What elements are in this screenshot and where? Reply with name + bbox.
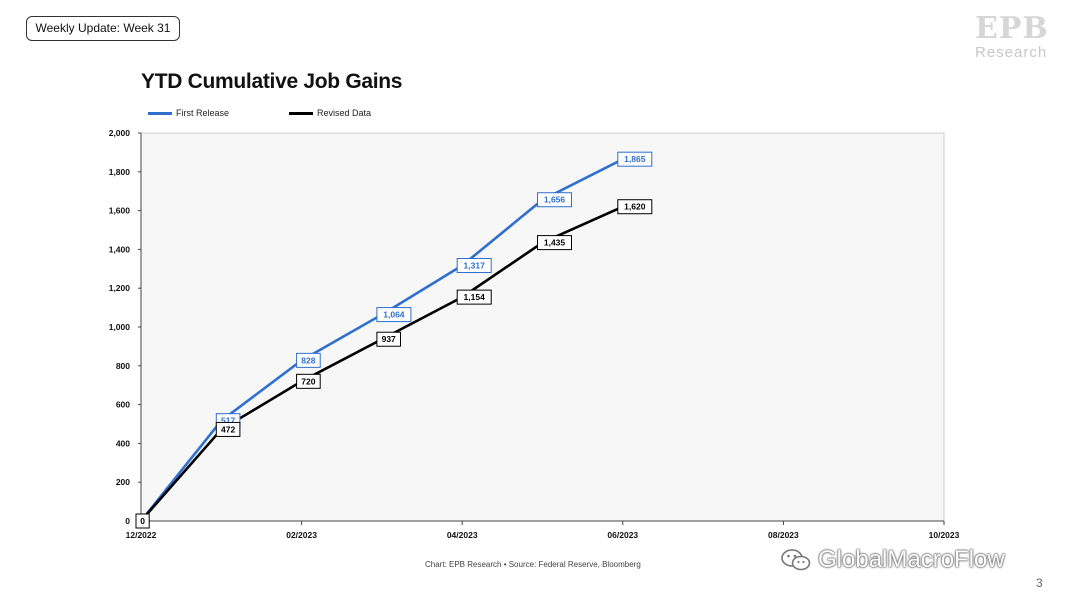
y-tick-label: 600 [116,400,130,410]
data-label-box-first-release [617,151,653,167]
x-tick-label: 02/2023 [286,530,317,540]
y-tick-label: 2,000 [109,128,131,138]
y-tick-label: 0 [125,516,130,526]
x-tick-label: 04/2023 [447,530,478,540]
data-label-first-release: 1,865 [624,154,646,164]
data-label-revised-data: 937 [382,334,396,344]
plot-area [140,132,945,522]
x-tick-label: 12/2022 [126,530,157,540]
y-tick-label: 400 [116,438,130,448]
data-label-box-revised-data [296,373,321,389]
logo-mark: EPB [975,11,1049,46]
chart-source: Chart: EPB Research • Source: Federal Re… [425,560,641,569]
data-label-box-first-release [456,258,492,274]
data-label-revised-data: 1,620 [624,202,646,212]
legend-label-revised-data: Revised Data [317,108,372,118]
x-tick-label: 10/2023 [929,530,960,540]
logo-text: Research [975,44,1048,61]
y-tick-label: 1,200 [109,283,131,293]
legend-swatch-first-release [148,111,172,115]
legend-label-first-release: First Release [176,108,230,118]
data-label-box-first-release [376,307,412,323]
watermark-text: GlobalMacroFlow [818,546,1005,573]
y-tick-label: 1,000 [109,322,131,332]
x-tick-label: 08/2023 [768,530,799,540]
legend-item-revised-data: Revised Data [289,106,371,120]
data-label-box-revised-data [617,199,653,215]
legend-swatch-revised-data [289,111,314,115]
data-label-first-release: 1,317 [464,261,486,271]
page-number: 3 [1036,576,1043,590]
data-label-box-revised-data [135,513,150,529]
week-badge: Weekly Update: Week 31 [26,16,180,41]
data-label-box-first-release [296,352,321,368]
y-tick-label: 1,400 [109,244,131,254]
epb-logo: EPB Research [975,14,1055,64]
wechat-icon [781,549,811,571]
data-label-box-first-release [537,192,572,208]
watermark: GlobalMacroFlow [780,546,1005,574]
data-label-first-release: 828 [301,355,315,365]
legend-item-first-release: First Release [148,106,229,120]
data-label-revised-data: 472 [221,424,235,434]
data-label-box-revised-data [376,331,401,347]
data-label-box-revised-data [537,235,572,251]
chart-title: YTD Cumulative Job Gains [141,70,403,93]
data-label-revised-data: 720 [301,376,315,386]
data-label-box-revised-data [215,421,241,437]
data-label-revised-data: 1,154 [464,292,486,302]
data-label-first-release: 1,656 [544,195,566,205]
y-tick-label: 1,800 [109,167,131,177]
data-label-revised-data: 1,435 [544,238,566,248]
data-label-revised-data: 0 [140,516,145,526]
y-tick-label: 200 [116,477,130,487]
y-tick-label: 800 [116,361,130,371]
data-label-box-revised-data [456,289,492,305]
x-tick-label: 06/2023 [607,530,638,540]
y-tick-label: 1,600 [109,206,131,216]
data-label-first-release: 1,064 [383,310,405,320]
data-label-first-release: 517 [221,416,235,426]
chart-legend: First Release Revised Data [148,106,371,120]
